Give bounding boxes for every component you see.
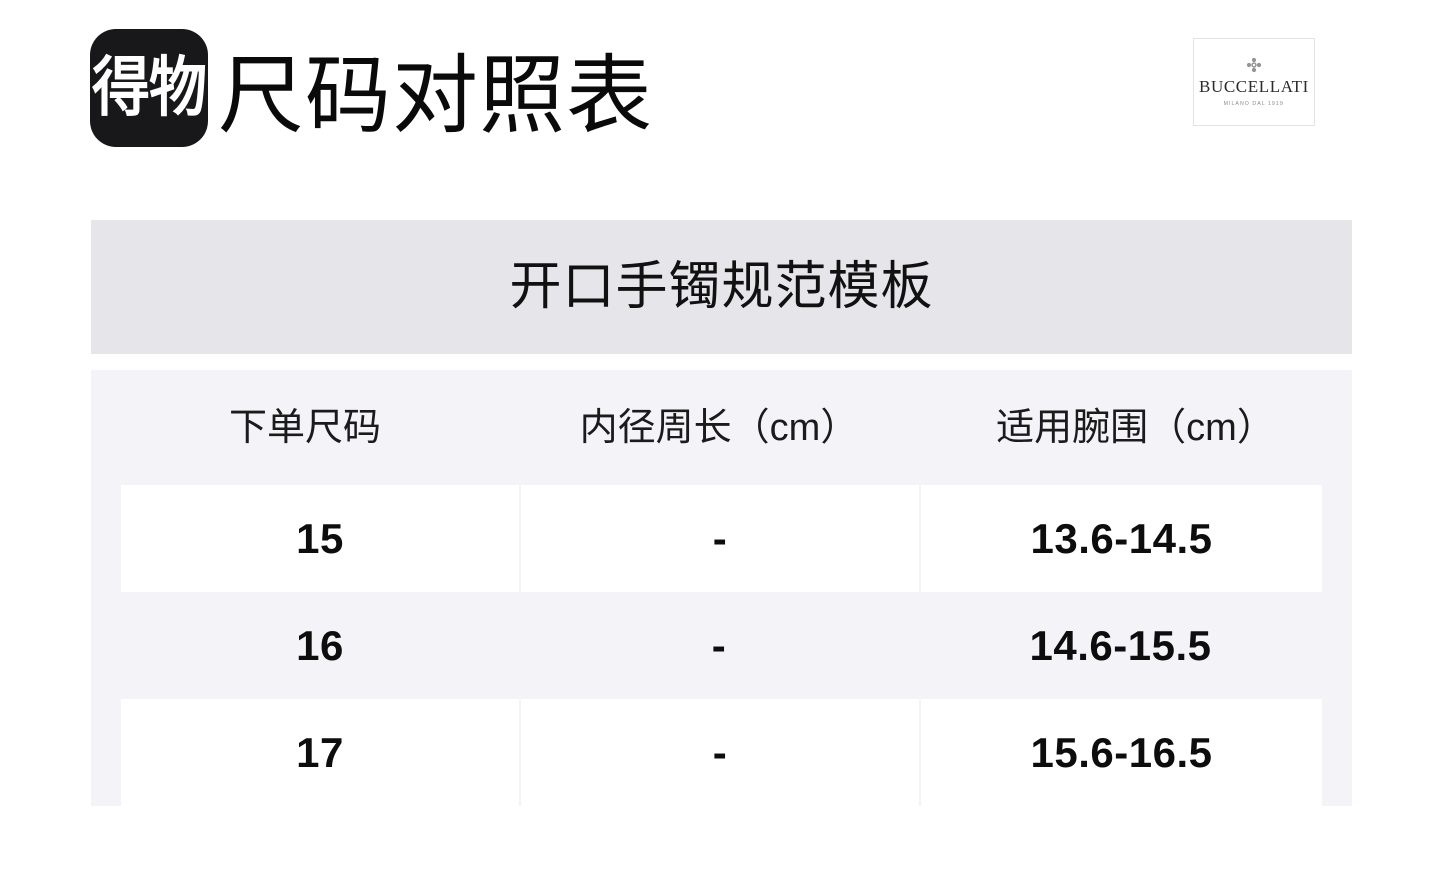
vendor-tagline: MILANO DAL 1919 — [1223, 100, 1285, 107]
cell-size: 15 — [121, 485, 519, 592]
column-header-inner-circumference: 内径周长（cm） — [579, 406, 859, 449]
table-title: 开口手镯规范模板 — [509, 258, 934, 316]
table-title-band: 开口手镯规范模板 — [91, 220, 1352, 354]
cell-wrist: 14.6-15.5 — [919, 592, 1322, 699]
quatrefoil-ornament-icon — [1246, 57, 1262, 72]
dewu-logo: 得物 — [90, 29, 208, 147]
cell-wrist: 15.6-16.5 — [919, 699, 1322, 806]
cell-wrist: 13.6-14.5 — [919, 485, 1322, 592]
column-header-wrist: 适用腕围（cm） — [996, 406, 1275, 449]
cell-size: 17 — [121, 699, 519, 806]
cell-inner-circumference: - — [519, 699, 919, 806]
cell-inner-circumference: - — [519, 485, 919, 592]
table-header-row: 下单尺码 内径周长（cm） 适用腕围（cm） — [91, 370, 1352, 485]
vendor-logo: BUCCELLATI MILANO DAL 1919 — [1193, 38, 1315, 126]
vendor-name: BUCCELLATI — [1199, 76, 1309, 96]
table-body: 下单尺码 内径周长（cm） 适用腕围（cm） 15 - 13.6-14.5 — [91, 370, 1352, 806]
dewu-logo-text: 得物 — [91, 51, 207, 124]
cell-inner-circumference: - — [519, 592, 919, 699]
table-title-separator — [91, 354, 1352, 370]
column-header-size: 下单尺码 — [228, 406, 381, 449]
page-header: 得物 尺码对照表 BUCCELLATI MILANO DAL 1919 — [0, 0, 1440, 200]
size-chart-table: 开口手镯规范模板 下单尺码 内径周长（cm） 适用腕围（cm） 15 - 13.… — [91, 220, 1352, 806]
table-row: 15 - 13.6-14.5 — [91, 485, 1352, 592]
cell-size: 16 — [121, 592, 519, 699]
page-title: 尺码对照表 — [218, 48, 653, 144]
table-row: 16 - 14.6-15.5 — [91, 592, 1352, 699]
table-row: 17 - 15.6-16.5 — [91, 699, 1352, 806]
